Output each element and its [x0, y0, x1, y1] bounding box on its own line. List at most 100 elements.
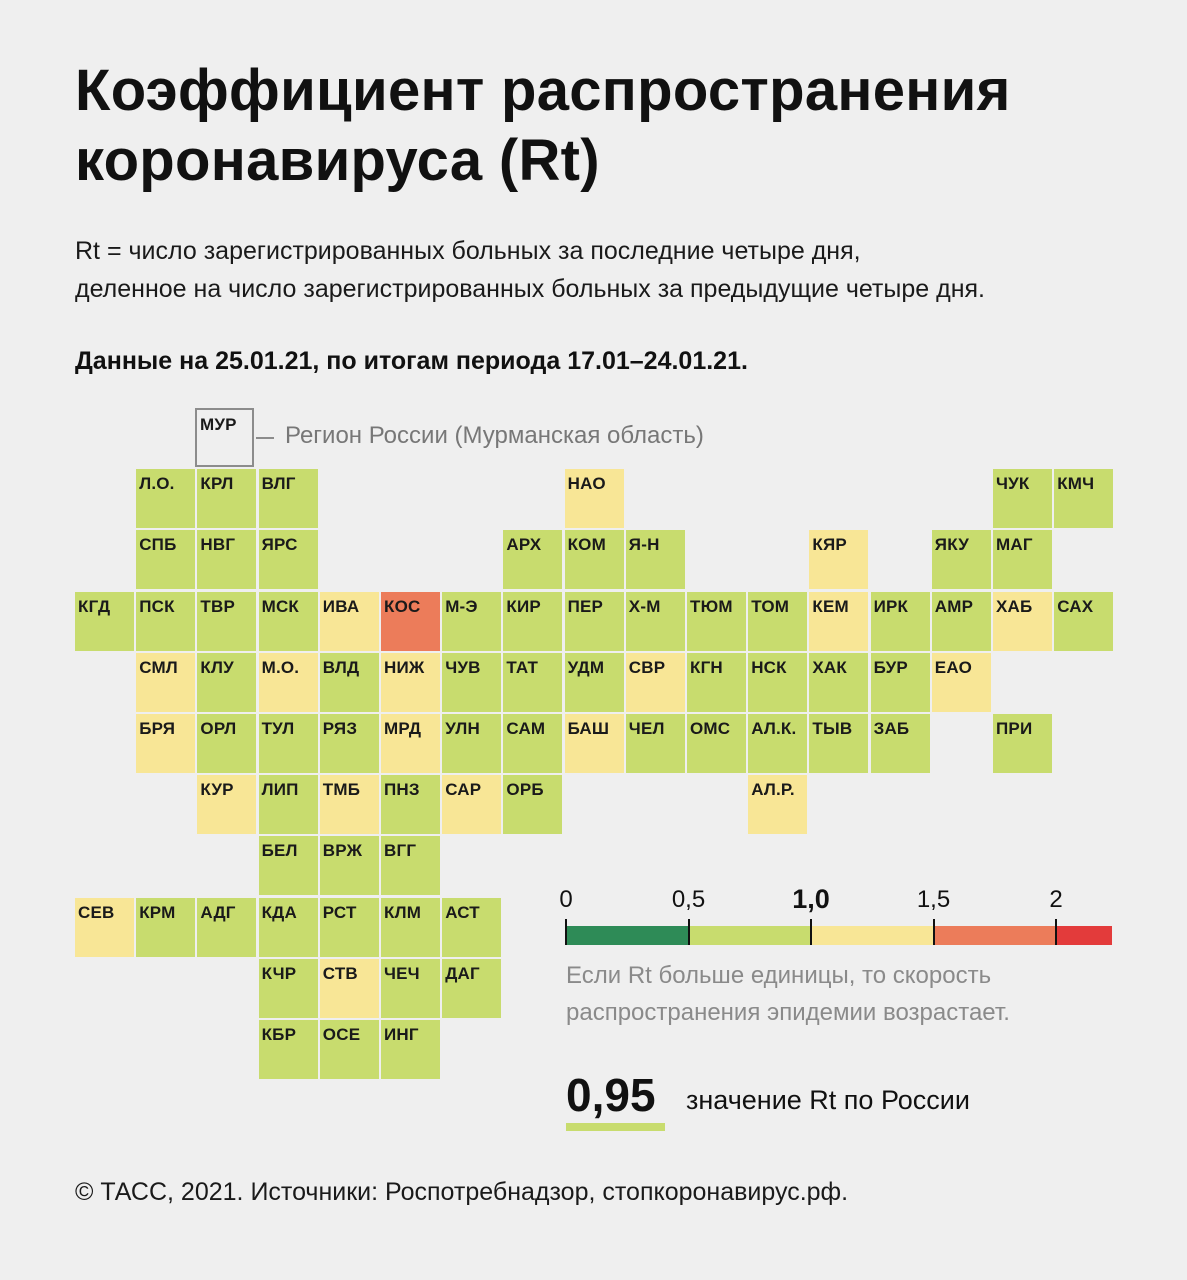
region-tile: СПБ	[136, 530, 196, 590]
region-tile: САР	[442, 775, 502, 835]
region-code: СТВ	[322, 963, 358, 983]
region-tile: ЯРС	[258, 530, 318, 590]
region-code: СПБ	[139, 535, 177, 555]
date-note: Данные на 25.01.21, по итогам периода 17…	[75, 347, 748, 375]
region-code: ЧЕЛ	[628, 719, 665, 738]
region-code: ТМБ	[322, 780, 361, 800]
region-tile: ПСК	[136, 591, 196, 651]
region-tile: ТЮМ	[687, 591, 746, 651]
region-code: ОРБ	[506, 780, 544, 800]
region-tile: НАО	[564, 469, 624, 529]
region-code: ЛИП	[261, 780, 299, 800]
region-tile: ТЫВ	[809, 714, 869, 773]
region-tile: КРЛ	[197, 469, 257, 529]
region-tile: ДАГ	[442, 958, 502, 1018]
region-tile: КЕМ	[809, 591, 869, 651]
region-tile: Х-М	[625, 591, 685, 651]
region-code: СМЛ	[139, 657, 178, 677]
region-code: БЕЛ	[261, 841, 298, 861]
region-code: НВГ	[200, 535, 236, 555]
page-title: Коэффициент распространения коронавируса…	[75, 58, 1011, 193]
region-code: БУР	[873, 657, 908, 677]
region-code: ПРИ	[996, 719, 1033, 738]
region-code: ВЛД	[322, 657, 360, 677]
region-tile: ОРБ	[503, 775, 563, 835]
region-code: ОРЛ	[200, 719, 237, 738]
region-tile: ТМБ	[319, 775, 379, 835]
region-tile: САМ	[503, 714, 563, 773]
region-tile: М.О.	[258, 652, 318, 712]
region-code: БРЯ	[139, 719, 176, 738]
region-code: ДАГ	[445, 963, 480, 983]
region-tile: АМР	[931, 591, 991, 651]
region-tile: КГН	[687, 652, 746, 712]
region-code: УЛН	[445, 719, 480, 738]
region-tile: КДА	[258, 897, 318, 957]
region-tile: МРД	[381, 714, 440, 773]
legend-segment-orange	[933, 926, 1056, 945]
legend-tick-label: 1,5	[916, 886, 951, 913]
region-tile: ЧЕЛ	[625, 714, 685, 773]
region-code: ЧУВ	[445, 657, 481, 677]
region-tile: КОС	[381, 591, 440, 651]
region-tile: ВГГ	[381, 836, 440, 896]
region-code: ПСК	[139, 596, 175, 616]
region-tile: ЗАБ	[870, 714, 930, 773]
region-tile: СЕВ	[75, 897, 134, 957]
region-code: БАШ	[567, 719, 610, 738]
region-code: ВЛГ	[261, 474, 296, 494]
region-code: Я-Н	[628, 535, 660, 555]
subtitle-line-1: Rt = число зарегистрированных больных за…	[75, 237, 861, 265]
region-tile: МСК	[258, 591, 318, 651]
region-tile: Л.О.	[136, 469, 196, 529]
region-code: ТУЛ	[261, 719, 295, 738]
region-tile: РЯЗ	[319, 714, 379, 773]
region-code: ТАТ	[506, 657, 539, 677]
region-tile: АРХ	[503, 530, 563, 590]
region-tile: УЛН	[442, 714, 502, 773]
example-region-code: МУР	[200, 415, 237, 434]
region-code: ТОМ	[751, 596, 790, 616]
russia-rt-label: значение Rt по России	[686, 1085, 970, 1115]
region-tile: КМЧ	[1054, 469, 1114, 529]
region-tile: АЛ.К.	[748, 714, 808, 773]
region-code: КУР	[200, 780, 234, 800]
region-tile: АДГ	[197, 897, 257, 957]
region-code: Л.О.	[139, 474, 175, 494]
region-tile: БУР	[870, 652, 930, 712]
example-region-cell: МУР	[195, 408, 254, 467]
region-tile: МАГ	[993, 530, 1052, 590]
region-tile: ХАБ	[993, 591, 1052, 651]
region-code: ЯРС	[261, 535, 298, 555]
region-tile: КОМ	[564, 530, 624, 590]
region-code: КЛМ	[384, 902, 422, 922]
legend-tick-label: 0	[559, 886, 573, 913]
region-code: Х-М	[628, 596, 661, 616]
region-tile: РСТ	[319, 897, 379, 957]
region-code: ЗАБ	[873, 719, 910, 738]
region-code: М.О.	[261, 657, 300, 677]
example-leader-line	[256, 437, 274, 439]
region-tile: ВЛГ	[258, 469, 318, 529]
legend-tick-mark	[565, 919, 567, 945]
region-tile: АСТ	[442, 897, 502, 957]
region-tile: ЧУК	[993, 469, 1052, 529]
region-tile: ЯКУ	[931, 530, 991, 590]
region-code: НСК	[751, 657, 787, 677]
region-tile: НИЖ	[381, 652, 440, 712]
legend-tick-mark	[810, 919, 812, 945]
region-tile: БАШ	[564, 714, 624, 773]
legend-segment-green	[688, 926, 811, 945]
footer-source: © ТАСС, 2021. Источники: Роспотребнадзор…	[75, 1178, 849, 1206]
legend-tick-label: 1,0	[792, 884, 830, 914]
region-tile: ВЛД	[319, 652, 379, 712]
region-code: АРХ	[506, 535, 542, 555]
region-tile: ТАТ	[503, 652, 563, 712]
region-code: ЧУК	[996, 474, 1030, 494]
region-tile: КГД	[75, 591, 134, 651]
region-tile: ИВА	[319, 591, 379, 651]
region-code: ЕАО	[934, 657, 973, 677]
region-code: ТВР	[200, 596, 235, 616]
region-tile: ХАК	[809, 652, 869, 712]
region-code: ИРК	[873, 596, 909, 616]
